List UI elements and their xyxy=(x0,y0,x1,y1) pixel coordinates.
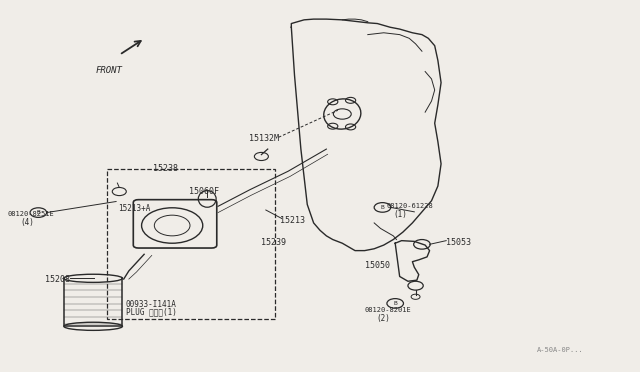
Text: B: B xyxy=(394,301,397,306)
Text: 15213: 15213 xyxy=(280,215,305,225)
Text: 15208: 15208 xyxy=(45,275,70,284)
Text: 15239: 15239 xyxy=(261,238,286,247)
Text: (2): (2) xyxy=(376,314,390,324)
Text: 00933-I141A: 00933-I141A xyxy=(125,300,177,309)
Text: 15050: 15050 xyxy=(365,260,390,270)
Text: 15060F: 15060F xyxy=(189,187,220,196)
Text: 08120-61228: 08120-61228 xyxy=(387,203,434,209)
Text: 15238: 15238 xyxy=(153,164,178,173)
Text: 15213+A: 15213+A xyxy=(118,204,150,213)
Text: 15053: 15053 xyxy=(446,238,471,247)
Text: 08120-8251E: 08120-8251E xyxy=(8,211,54,217)
Text: B: B xyxy=(381,205,385,210)
Text: A-50A-0P...: A-50A-0P... xyxy=(537,347,584,353)
Text: 08120-8201E: 08120-8201E xyxy=(365,307,412,313)
Text: B: B xyxy=(36,210,40,215)
Text: 15132M: 15132M xyxy=(248,134,278,142)
Text: PLUG プラグ(1): PLUG プラグ(1) xyxy=(125,307,177,316)
Text: (1): (1) xyxy=(394,210,407,219)
Text: FRONT: FRONT xyxy=(96,66,123,75)
Text: (4): (4) xyxy=(20,218,35,228)
